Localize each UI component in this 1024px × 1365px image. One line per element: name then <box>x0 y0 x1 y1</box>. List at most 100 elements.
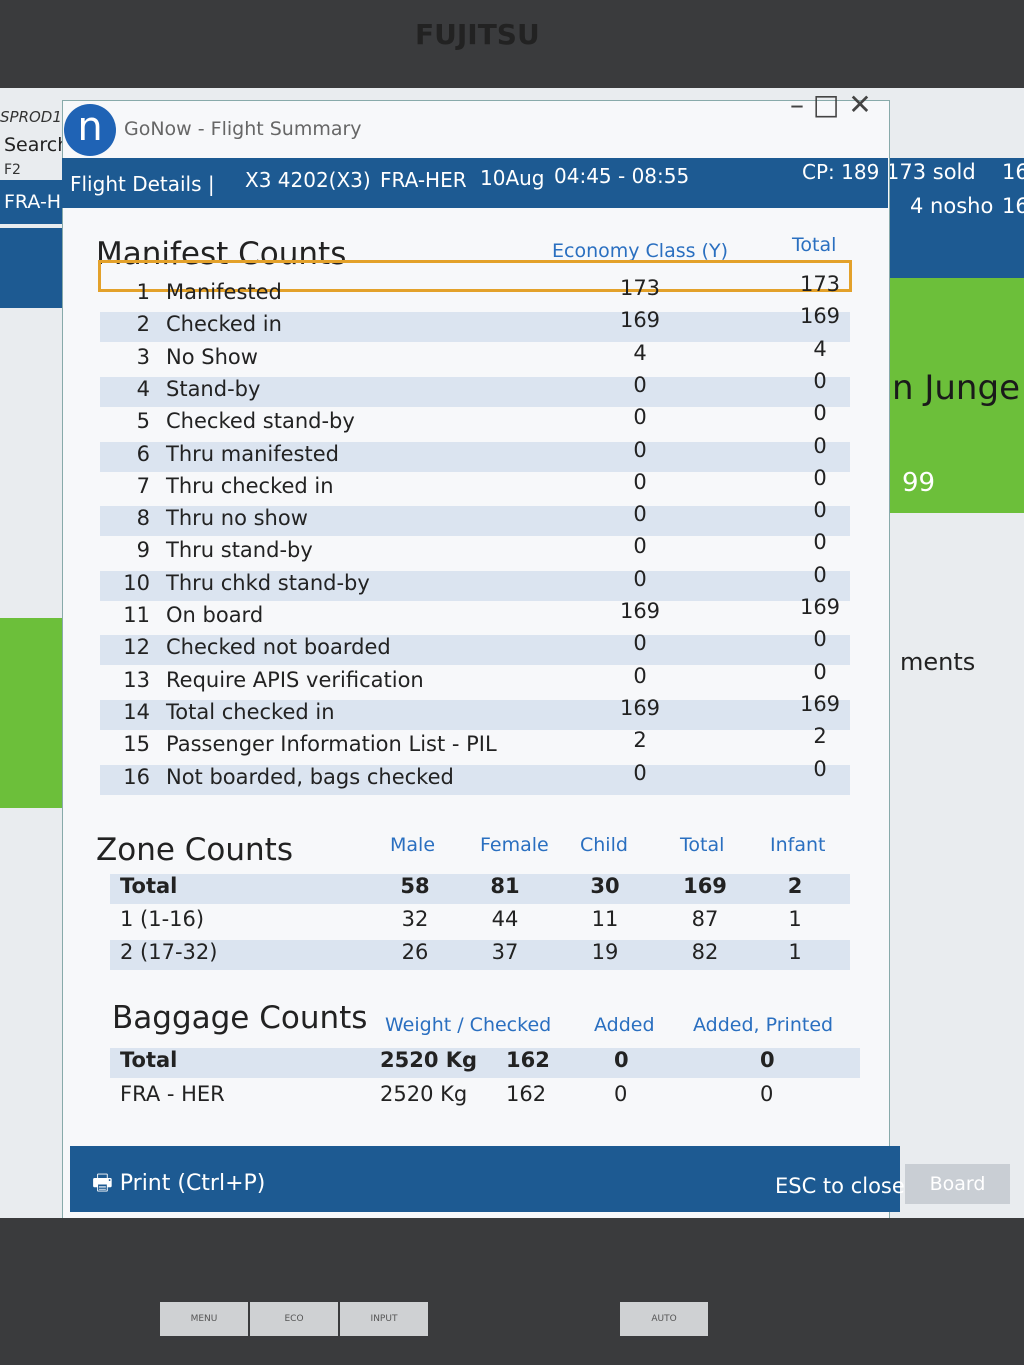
baggage-value: 162 <box>506 1082 547 1106</box>
zone-title: Zone Counts <box>96 832 293 868</box>
economy-count: 169 <box>619 308 661 333</box>
window-controls[interactable]: – □ ✕ <box>790 88 872 121</box>
baggage-value: 2520 Kg <box>380 1048 478 1072</box>
baggage-header: Weight / Checked <box>385 1014 552 1036</box>
baggage-value: 0 <box>614 1082 628 1106</box>
zone-header: Child <box>580 834 628 856</box>
zone-count: 30 <box>590 874 620 898</box>
zone-label: Total <box>120 874 178 898</box>
economy-count: 4 <box>633 340 647 365</box>
monitor-button[interactable]: INPUT <box>340 1302 428 1336</box>
row-number: 16 <box>123 764 150 789</box>
row-band <box>100 376 850 407</box>
economy-count: 0 <box>633 372 647 397</box>
manifest-header: Economy Class (Y) <box>552 240 728 262</box>
zone-label: 1 (1-16) <box>120 907 205 931</box>
total-count: 0 <box>813 433 827 458</box>
manifest-header: Total <box>792 234 837 256</box>
economy-count: 173 <box>619 276 661 300</box>
row-label: Thru stand-by <box>166 538 313 563</box>
total-count: 173 <box>799 272 841 296</box>
row-number: 2 <box>136 312 150 337</box>
zone-count: 1 <box>788 940 802 964</box>
row-band <box>100 506 850 537</box>
manifest-title: Manifest Counts <box>96 236 347 272</box>
row-label: Manifested <box>166 280 282 304</box>
board-button[interactable]: Board <box>905 1164 1010 1204</box>
zone-label: 2 (17-32) <box>120 940 218 964</box>
header-flight: X3 4202(X3) <box>245 168 371 192</box>
economy-count: 0 <box>633 760 647 785</box>
zone-count: 11 <box>591 907 619 931</box>
sold: 173 sold <box>886 160 976 184</box>
baggage-label: FRA - HER <box>120 1082 225 1106</box>
zone-count: 81 <box>490 874 520 898</box>
zone-count: 2 <box>787 874 803 898</box>
zone-count: 1 <box>788 907 802 931</box>
monitor-button[interactable]: AUTO <box>620 1302 708 1336</box>
env: SPROD1 <box>0 108 62 126</box>
row-band <box>100 312 850 343</box>
name: n Junge <box>892 368 1020 408</box>
row-number: 12 <box>123 635 150 660</box>
row-number: 7 <box>136 473 150 498</box>
row-label: Thru checked in <box>166 473 334 498</box>
row-label: Checked stand-by <box>166 409 355 434</box>
total-count: 4 <box>813 336 827 361</box>
noshow: 4 nosho <box>910 194 994 218</box>
monitor-button[interactable]: ECO <box>250 1302 338 1336</box>
header-route: FRA-HER <box>380 168 467 192</box>
row-number: 15 <box>123 732 150 757</box>
close-button[interactable]: ESC to close <box>775 1174 905 1198</box>
total-count: 0 <box>813 756 827 781</box>
total-count: 0 <box>813 465 827 490</box>
baggage-header: Added <box>594 1014 655 1036</box>
economy-count: 2 <box>633 728 647 753</box>
economy-count: 0 <box>633 663 647 688</box>
print-button[interactable]: 🖶 Print (Ctrl+P) <box>92 1171 266 1196</box>
route-tab: FRA-H <box>0 180 70 224</box>
zone-count: 44 <box>491 907 519 931</box>
row-number: 14 <box>123 699 150 724</box>
row-highlight <box>98 260 852 292</box>
row-label: Passenger Information List - PIL <box>166 732 497 757</box>
row-label: Not boarded, bags checked <box>166 764 454 789</box>
zone-count: 169 <box>683 874 727 898</box>
header-date: 10Aug <box>480 166 545 190</box>
baggage-value: 0 <box>614 1048 629 1072</box>
row-number: 1 <box>136 280 150 304</box>
zone-count: 37 <box>491 940 519 964</box>
zone-header: Infant <box>770 834 826 856</box>
search[interactable]: Search <box>4 134 70 156</box>
economy-count: 0 <box>633 566 647 591</box>
window-title: GoNow - Flight Summary <box>124 118 362 140</box>
row-number: 13 <box>123 667 150 692</box>
economy-count: 0 <box>633 437 647 462</box>
row-label: Require APIS verification <box>166 667 424 692</box>
zone-count: 32 <box>401 907 429 931</box>
row-label: Checked not boarded <box>166 635 391 660</box>
economy-count: 0 <box>633 534 647 559</box>
total-count: 0 <box>813 498 827 523</box>
row-label: No Show <box>166 344 258 369</box>
row-band <box>110 874 850 904</box>
baggage-value: 0 <box>760 1048 775 1072</box>
row-band <box>100 764 850 795</box>
total-count: 169 <box>799 691 841 716</box>
economy-count: 0 <box>633 631 647 656</box>
row-label: Total checked in <box>166 699 335 724</box>
baggage-header: Added, Printed <box>693 1014 834 1036</box>
row-label: Stand-by <box>166 376 261 401</box>
economy-count: 0 <box>633 469 647 494</box>
total-count: 0 <box>813 562 827 587</box>
baggage-value: 0 <box>760 1082 774 1106</box>
zone-count: 19 <box>591 940 619 964</box>
zone-count: 58 <box>400 874 430 898</box>
economy-count: 169 <box>619 695 661 720</box>
screen: SPROD1 Search F2 FRA-H 173 sold 16 4 nos… <box>0 88 1024 1218</box>
right-panel <box>886 158 1024 278</box>
monitor-button[interactable]: MENU <box>160 1302 248 1336</box>
zone-header: Female <box>480 834 549 856</box>
row-label: Thru manifested <box>166 441 339 466</box>
logo: n <box>64 104 116 156</box>
